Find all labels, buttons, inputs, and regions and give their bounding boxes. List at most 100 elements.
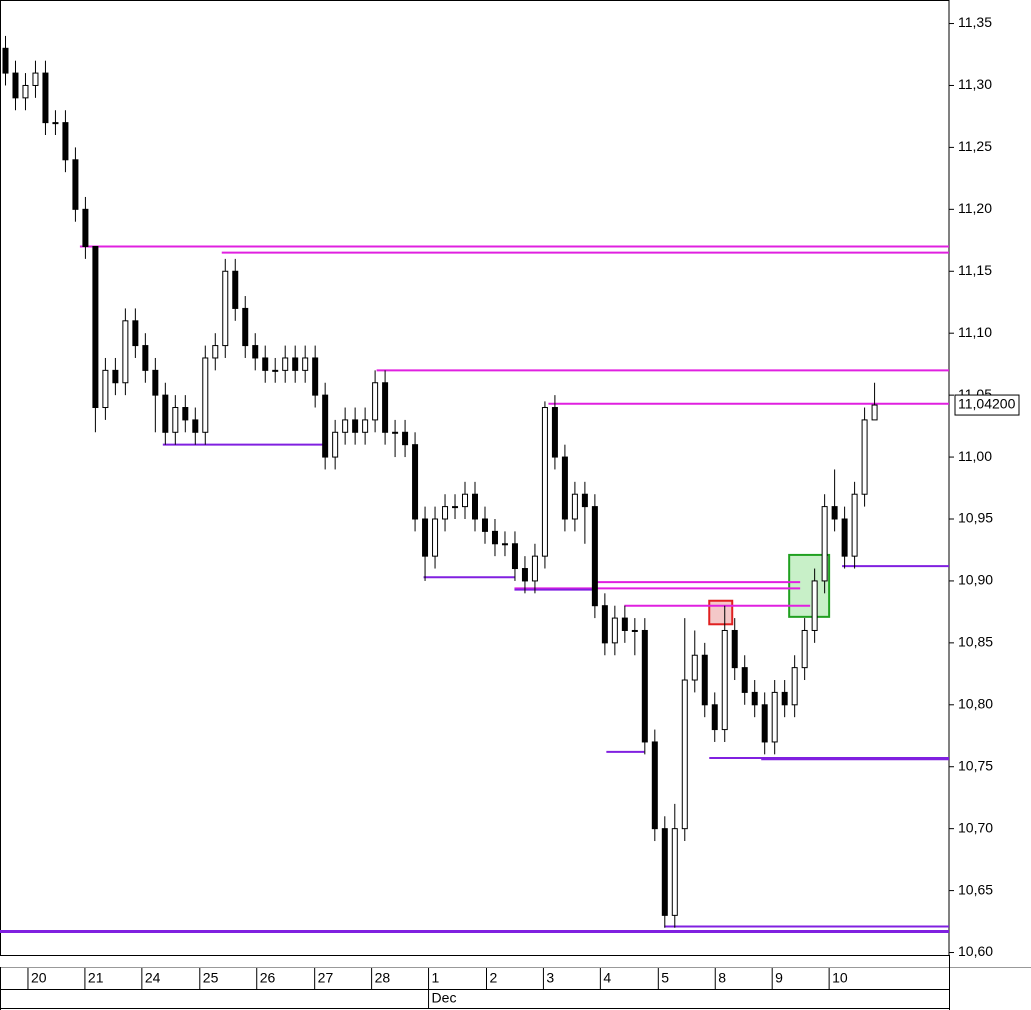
candle-body bbox=[701, 654, 708, 706]
candle-body bbox=[801, 629, 808, 669]
y-tick-label: 11,15 bbox=[958, 262, 992, 278]
candle-body bbox=[591, 506, 598, 607]
candle-body bbox=[741, 667, 748, 693]
candle-body bbox=[12, 72, 19, 99]
y-tick-label: 11,00 bbox=[958, 448, 992, 464]
candle-body bbox=[242, 307, 249, 347]
candle-body bbox=[142, 345, 149, 371]
candle-body bbox=[781, 691, 788, 706]
x-tick-label: 27 bbox=[318, 970, 334, 986]
y-tick-label: 11,30 bbox=[958, 76, 992, 92]
candle-body bbox=[491, 530, 498, 545]
candle-body bbox=[721, 629, 728, 731]
candle-body bbox=[172, 407, 179, 433]
x-tick-label: 4 bbox=[603, 970, 611, 986]
candle-body bbox=[382, 382, 389, 433]
candle-body bbox=[392, 431, 399, 434]
candle-body bbox=[761, 704, 768, 743]
candle-body bbox=[791, 667, 798, 706]
candle-body bbox=[452, 506, 459, 509]
candle-body bbox=[751, 691, 758, 706]
x-tick-label: 3 bbox=[546, 970, 554, 986]
candle-body bbox=[501, 543, 508, 546]
candle-body bbox=[162, 394, 169, 433]
candle-body bbox=[811, 580, 818, 631]
candle-body bbox=[481, 518, 488, 532]
candle-body bbox=[472, 493, 478, 520]
y-tick-label: 10,90 bbox=[958, 572, 993, 588]
candle-body bbox=[601, 605, 608, 644]
candle-body bbox=[531, 555, 538, 582]
x-tick-label: 5 bbox=[661, 970, 669, 986]
y-tick-label: 10,80 bbox=[958, 695, 993, 711]
candle-body bbox=[771, 691, 778, 743]
candle-body bbox=[102, 369, 109, 409]
candle-body bbox=[192, 419, 199, 433]
candle-body bbox=[42, 72, 49, 124]
candle-body bbox=[72, 159, 79, 210]
candle-body bbox=[551, 407, 558, 458]
x-tick-label: 25 bbox=[203, 970, 219, 986]
x-tick-label: 28 bbox=[375, 970, 391, 986]
y-tick-label: 10,60 bbox=[958, 943, 993, 959]
candle-body bbox=[362, 419, 369, 433]
candle-body bbox=[332, 431, 339, 458]
y-tick-label: 11,25 bbox=[958, 138, 992, 154]
x-tick-label: 24 bbox=[145, 970, 161, 986]
candle-body bbox=[2, 47, 9, 74]
y-tick-label: 10,75 bbox=[958, 757, 993, 773]
y-tick-label: 10,95 bbox=[958, 510, 993, 526]
y-tick-label: 11,10 bbox=[958, 324, 992, 340]
x-tick-label: 8 bbox=[718, 970, 726, 986]
candle-body bbox=[711, 704, 718, 731]
candle-body bbox=[272, 369, 279, 372]
candle-body bbox=[681, 679, 688, 830]
candle-body bbox=[671, 828, 678, 916]
candle-body bbox=[352, 419, 359, 433]
candle-body bbox=[641, 629, 648, 743]
candle-body bbox=[621, 617, 628, 631]
candle-body bbox=[611, 617, 618, 644]
y-tick-label: 11,20 bbox=[958, 200, 992, 216]
month-label: Dec bbox=[432, 990, 457, 1006]
y-tick-label: 10,65 bbox=[958, 881, 993, 897]
candle-body bbox=[262, 357, 269, 371]
candle-body bbox=[521, 568, 528, 582]
candle-body bbox=[861, 419, 868, 495]
price-marker-label: 11,04200 bbox=[958, 396, 1016, 412]
candle-body bbox=[851, 493, 858, 557]
candle-body bbox=[302, 357, 309, 371]
x-tick-label: 10 bbox=[832, 970, 848, 986]
candle-body bbox=[212, 345, 219, 359]
candle-body bbox=[282, 357, 289, 371]
price-marker-box bbox=[954, 394, 1020, 416]
x-tick-label: 1 bbox=[432, 970, 440, 986]
candle-body bbox=[731, 629, 738, 669]
candle-body bbox=[132, 320, 139, 347]
candle-body bbox=[92, 245, 99, 409]
candle-body bbox=[112, 369, 119, 384]
candle-body bbox=[821, 506, 828, 582]
candle-body bbox=[122, 320, 129, 384]
candle-body bbox=[631, 629, 638, 632]
candle-body bbox=[222, 270, 229, 347]
candle-body bbox=[651, 741, 658, 830]
candle-body bbox=[22, 84, 29, 99]
candle-body bbox=[202, 357, 209, 433]
candle-body bbox=[432, 518, 439, 557]
x-tick-label: 2 bbox=[489, 970, 497, 986]
candle-body bbox=[841, 518, 848, 557]
y-tick-label: 11,35 bbox=[958, 14, 992, 30]
candle-body bbox=[312, 357, 319, 396]
candle-body bbox=[412, 444, 419, 520]
candle-body bbox=[511, 543, 518, 570]
candle-body bbox=[52, 122, 59, 125]
candle-body bbox=[831, 506, 838, 520]
x-tick-label: 26 bbox=[260, 970, 276, 986]
candle-body bbox=[871, 404, 878, 421]
candle-body bbox=[661, 828, 668, 916]
candle-body bbox=[422, 518, 429, 557]
candle-body bbox=[82, 208, 89, 247]
candle-body bbox=[462, 493, 469, 508]
candle-body bbox=[541, 407, 548, 557]
